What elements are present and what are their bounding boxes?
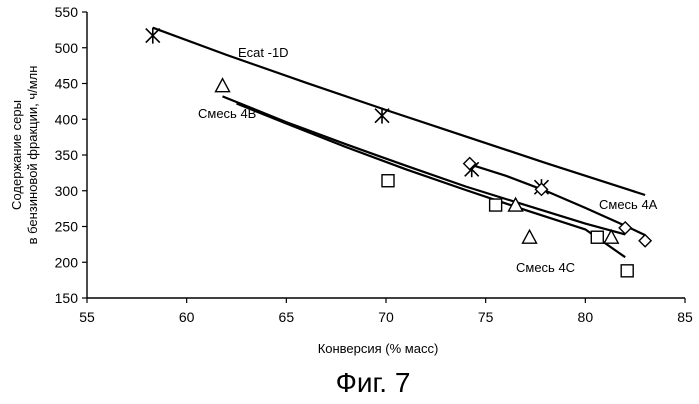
trend-line xyxy=(237,104,626,258)
y-tick-label: 350 xyxy=(55,147,79,163)
star-marker xyxy=(375,108,389,124)
y-tick-label: 550 xyxy=(55,4,79,20)
trend-line xyxy=(223,96,626,234)
series-labels: Ecat -1D Смесь 4A Смесь 4B Смесь 4C xyxy=(198,45,658,275)
x-tick-label: 85 xyxy=(677,309,693,325)
y-tick-label: 150 xyxy=(55,290,79,306)
x-tick-label: 75 xyxy=(478,309,494,325)
triangle-marker xyxy=(216,79,230,92)
x-tick-label: 80 xyxy=(578,309,594,325)
x-tick-label: 55 xyxy=(79,309,95,325)
y-tick-label: 400 xyxy=(55,111,79,127)
y-tick-label: 250 xyxy=(55,219,79,235)
y-tick-label: 500 xyxy=(55,40,79,56)
diamond-marker xyxy=(639,235,651,247)
y-axis-title-line: в бензиновой фракции, ч/млн xyxy=(25,66,40,245)
series-label: Ecat -1D xyxy=(238,45,289,60)
square-marker xyxy=(621,265,633,277)
y-tick-label: 450 xyxy=(55,76,79,92)
star-marker xyxy=(146,28,160,44)
diamond-marker xyxy=(535,183,547,195)
data-markers xyxy=(146,28,651,277)
y-tick-label: 200 xyxy=(55,254,79,270)
y-axis-title: Содержание серыв бензиновой фракции, ч/м… xyxy=(9,66,40,245)
square-marker xyxy=(382,175,394,187)
x-tick-label: 65 xyxy=(279,309,295,325)
square-marker xyxy=(490,199,502,211)
series-label: Смесь 4A xyxy=(599,197,658,212)
triangle-marker xyxy=(523,230,537,243)
series-label: Смесь 4C xyxy=(516,260,575,275)
square-marker xyxy=(591,231,603,243)
x-tick-label: 60 xyxy=(179,309,195,325)
axes: 55 60 65 70 75 80 85 150 200 250 300 350 400 450 500 55… xyxy=(9,4,693,325)
x-axis-title: Конверсия (% масс) xyxy=(318,341,439,356)
trend-lines xyxy=(153,28,645,258)
figure-caption: Фиг. 7 xyxy=(336,367,411,398)
x-tick-label: 70 xyxy=(378,309,394,325)
y-tick-label: 300 xyxy=(55,183,79,199)
series-label: Смесь 4B xyxy=(198,106,256,121)
y-axis-title-line: Содержание серы xyxy=(9,100,24,210)
